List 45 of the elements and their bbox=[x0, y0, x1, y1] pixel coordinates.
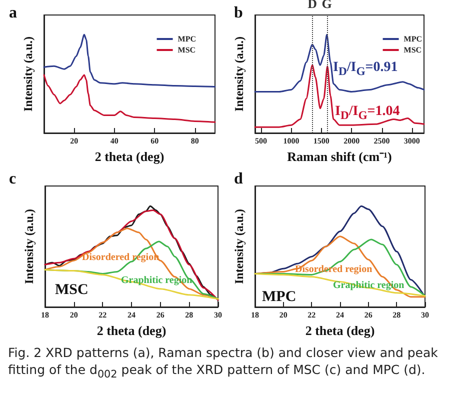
x-tick-label: 60 bbox=[150, 136, 159, 146]
x-tick-label: 18 bbox=[41, 310, 49, 320]
x-tick-label: 3000 bbox=[404, 136, 420, 146]
x-tick-label: 1000 bbox=[283, 136, 300, 146]
x-tick-label: 26 bbox=[364, 310, 372, 320]
x-tick-label: 26 bbox=[156, 310, 164, 320]
x-axis-title: Raman shift (cm⁻¹) bbox=[287, 149, 392, 164]
legend-label: MSC bbox=[178, 46, 196, 54]
annotation: MSC bbox=[55, 282, 88, 299]
x-tick-label: 22 bbox=[308, 310, 316, 320]
x-tick-label: 2500 bbox=[374, 136, 390, 146]
y-axis-title: Intensity (a.u.) bbox=[22, 208, 36, 284]
annotation: I$_{D}$/I$_{G}$=0.91 bbox=[333, 60, 398, 78]
x-tick-label: 24 bbox=[128, 310, 136, 320]
x-tick-label: 30 bbox=[421, 310, 429, 320]
x-tick-label: 40 bbox=[110, 136, 118, 146]
y-axis-title: Intensity (a.u.) bbox=[232, 36, 246, 112]
x-tick-label: 2000 bbox=[344, 136, 360, 146]
caption: Fig. 2 XRD patterns (a), Raman spectra (b) and closer view and peak fitting of the d$_{002}$ peak of the XRD pattern of MSC (c) and MPC (d). bbox=[8, 344, 439, 382]
x-tick-label: 1500 bbox=[313, 136, 330, 146]
legend-label: MPC bbox=[178, 34, 196, 44]
x-tick-label: 500 bbox=[255, 136, 268, 146]
x-tick-label: 20 bbox=[279, 310, 288, 320]
x-tick-label: 20 bbox=[70, 136, 78, 146]
legend-label: MPC bbox=[404, 34, 422, 44]
legend-label: MSC bbox=[404, 46, 422, 54]
chart-title: a bbox=[9, 4, 17, 22]
x-axis-title: 2 theta (deg) bbox=[96, 323, 166, 338]
x-tick-label: 20 bbox=[70, 310, 78, 320]
x-tick-label: 28 bbox=[392, 310, 401, 320]
chart-title: c bbox=[9, 170, 16, 188]
annotation: I$_{D}$/I$_{G}$=1.04 bbox=[335, 104, 400, 122]
x-tick-label: 28 bbox=[185, 310, 194, 320]
y-axis-title: Intensity (a.u.) bbox=[21, 36, 35, 112]
x-tick-label: 80 bbox=[190, 136, 199, 146]
x-tick-label: 30 bbox=[214, 310, 222, 320]
annotation: MPC bbox=[262, 289, 296, 306]
x-axis-title: 2 theta (deg) bbox=[94, 149, 164, 164]
chart-title: d bbox=[234, 170, 243, 188]
chart-title: b bbox=[234, 4, 243, 22]
x-tick-label: 24 bbox=[336, 310, 344, 320]
x-axis-title: 2 theta (deg) bbox=[305, 323, 375, 338]
x-tick-label: 22 bbox=[98, 310, 107, 320]
x-tick-label: 18 bbox=[251, 310, 259, 320]
y-axis-title: Intensity (a.u.) bbox=[232, 208, 246, 284]
